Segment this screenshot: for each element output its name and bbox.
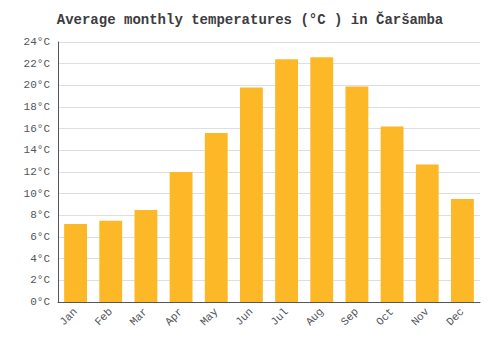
svg-text:22°C: 22°C bbox=[24, 58, 51, 70]
svg-text:May: May bbox=[198, 305, 221, 328]
svg-text:18°C: 18°C bbox=[24, 101, 51, 113]
svg-text:Jan: Jan bbox=[57, 306, 79, 328]
svg-text:8°C: 8°C bbox=[30, 209, 50, 221]
svg-text:Mar: Mar bbox=[128, 306, 150, 328]
svg-text:Jun: Jun bbox=[233, 306, 255, 328]
svg-text:12°C: 12°C bbox=[24, 166, 51, 178]
svg-text:0°C: 0°C bbox=[30, 296, 50, 308]
svg-text:14°C: 14°C bbox=[24, 144, 51, 156]
svg-text:Jul: Jul bbox=[268, 306, 290, 328]
svg-text:Dec: Dec bbox=[444, 306, 466, 328]
svg-text:Nov: Nov bbox=[409, 305, 432, 328]
svg-text:2°C: 2°C bbox=[30, 274, 50, 286]
svg-text:24°C: 24°C bbox=[24, 36, 51, 48]
svg-text:6°C: 6°C bbox=[30, 231, 50, 243]
svg-text:Oct: Oct bbox=[374, 306, 396, 328]
svg-text:20°C: 20°C bbox=[24, 79, 51, 91]
svg-text:Feb: Feb bbox=[93, 306, 115, 328]
svg-text:Aug: Aug bbox=[304, 306, 326, 328]
svg-text:16°C: 16°C bbox=[24, 123, 51, 135]
svg-text:Average monthly temperatures (: Average monthly temperatures (°C ) in Ča… bbox=[57, 11, 444, 28]
svg-text:4°C: 4°C bbox=[30, 253, 50, 265]
svg-text:10°C: 10°C bbox=[24, 188, 51, 200]
svg-text:Apr: Apr bbox=[163, 306, 185, 328]
svg-text:Sep: Sep bbox=[339, 306, 361, 328]
